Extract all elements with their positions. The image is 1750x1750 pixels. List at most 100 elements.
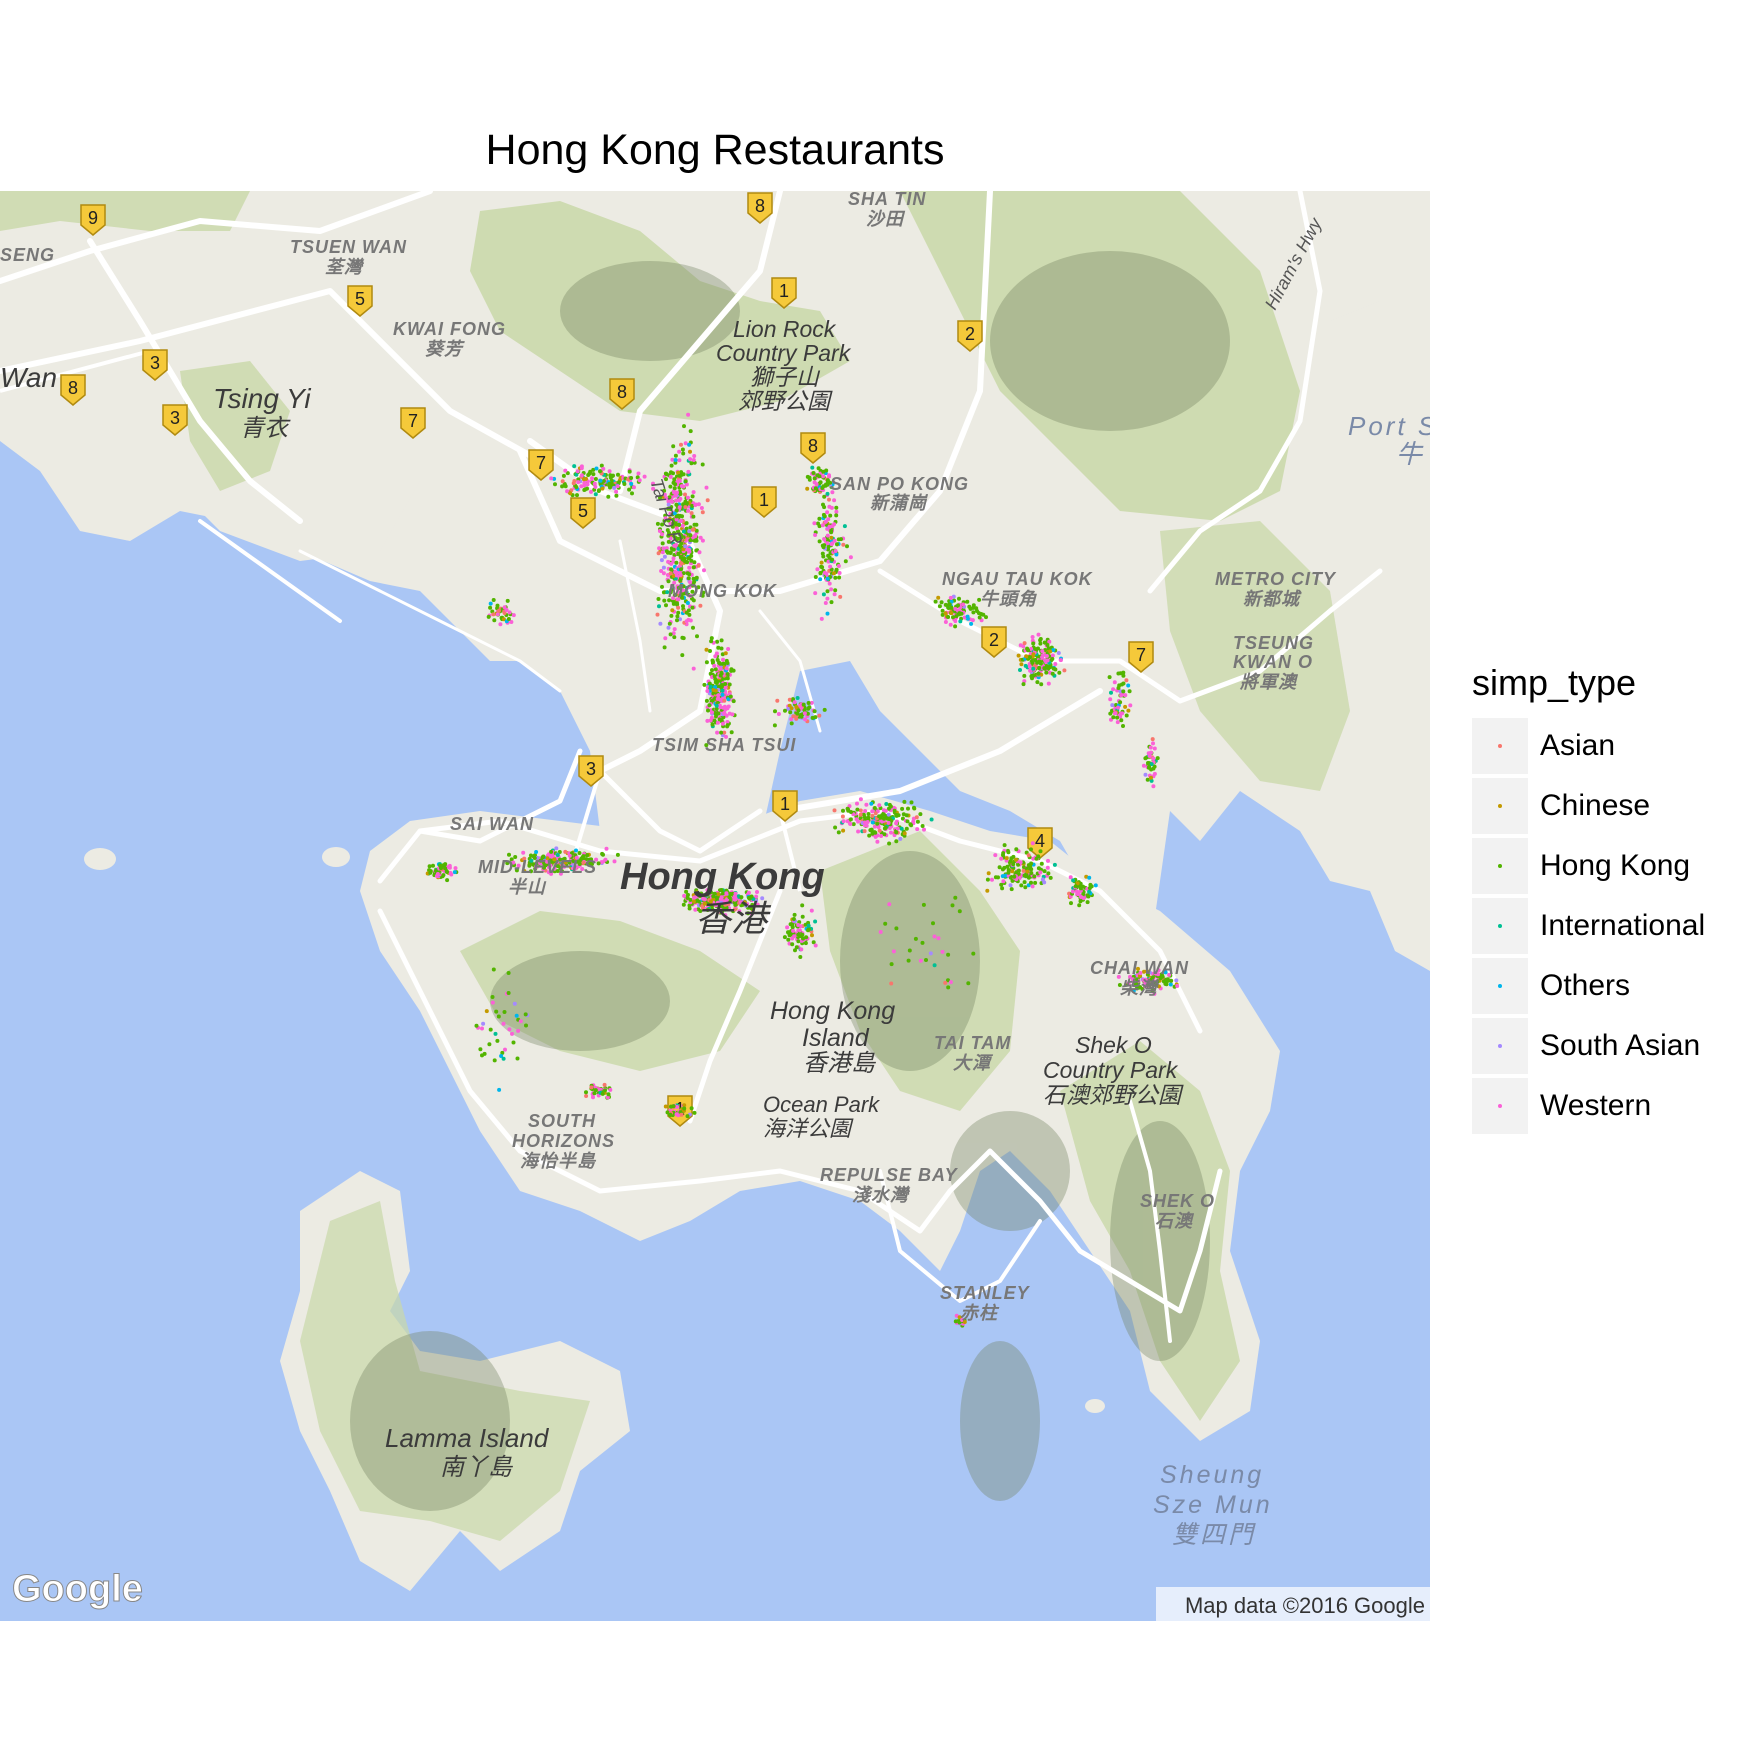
restaurant-point bbox=[951, 594, 956, 599]
restaurant-point bbox=[957, 1320, 962, 1325]
restaurant-point bbox=[698, 535, 703, 540]
restaurant-point bbox=[726, 704, 731, 709]
highway-shield: 4 bbox=[1027, 827, 1053, 859]
restaurant-point bbox=[1150, 988, 1155, 993]
restaurant-point bbox=[729, 730, 734, 735]
shield-number: 5 bbox=[355, 289, 365, 309]
restaurant-point bbox=[590, 476, 594, 481]
restaurant-point bbox=[673, 493, 678, 498]
legend-label: International bbox=[1540, 909, 1706, 942]
restaurant-point bbox=[1042, 869, 1047, 874]
shield-number: 7 bbox=[1136, 645, 1146, 665]
restaurant-point bbox=[818, 480, 823, 485]
map-labels: SHA TIN 沙田 TSUEN WAN 荃灣 SENG KWAI FONG 葵… bbox=[0, 191, 1430, 1549]
label-shek-o-zh: 石澳 bbox=[1155, 1211, 1195, 1231]
restaurant-point bbox=[746, 911, 750, 916]
restaurant-point bbox=[799, 947, 804, 952]
restaurant-point bbox=[670, 583, 675, 588]
restaurant-point bbox=[575, 469, 580, 474]
restaurant-point bbox=[754, 898, 759, 903]
restaurant-point bbox=[717, 703, 722, 708]
restaurant-point bbox=[728, 898, 733, 903]
restaurant-point bbox=[497, 1087, 502, 1092]
restaurant-point bbox=[1036, 632, 1041, 637]
restaurant-point bbox=[898, 836, 903, 841]
label-ocean-park: Ocean Park bbox=[763, 1092, 880, 1117]
restaurant-point bbox=[516, 863, 521, 868]
restaurant-point bbox=[805, 711, 810, 716]
restaurant-point bbox=[826, 553, 831, 558]
restaurant-point bbox=[447, 863, 452, 868]
restaurant-point bbox=[840, 814, 845, 819]
restaurant-point bbox=[1056, 651, 1061, 655]
restaurant-point bbox=[493, 1031, 498, 1036]
restaurant-point bbox=[673, 453, 678, 458]
restaurant-point bbox=[1021, 682, 1026, 687]
restaurant-point bbox=[953, 895, 958, 900]
restaurant-point bbox=[558, 857, 562, 862]
restaurant-point bbox=[600, 1091, 605, 1096]
restaurant-point bbox=[651, 486, 656, 491]
restaurant-point bbox=[681, 636, 686, 641]
label-tseung-kwan-o-2: KWAN O bbox=[1233, 652, 1313, 672]
restaurant-point bbox=[681, 547, 686, 552]
restaurant-point bbox=[642, 474, 647, 479]
restaurant-point bbox=[773, 709, 777, 714]
shield-shape bbox=[751, 486, 777, 518]
restaurant-point bbox=[713, 903, 718, 908]
restaurant-point bbox=[671, 574, 676, 578]
restaurant-point bbox=[725, 672, 730, 676]
restaurant-point bbox=[716, 892, 721, 897]
restaurant-point bbox=[842, 524, 847, 529]
restaurant-point bbox=[698, 603, 703, 608]
restaurant-point bbox=[585, 482, 590, 487]
restaurant-point bbox=[709, 710, 714, 715]
restaurant-point bbox=[1002, 865, 1007, 870]
restaurant-point bbox=[1008, 859, 1013, 864]
restaurant-point bbox=[666, 502, 671, 507]
restaurant-point bbox=[719, 888, 724, 892]
restaurant-point bbox=[723, 685, 728, 690]
east-headland bbox=[1330, 301, 1430, 611]
restaurant-point bbox=[1062, 668, 1067, 673]
restaurant-point bbox=[826, 544, 831, 549]
shield-shape bbox=[578, 755, 604, 787]
label-tai-tam-zh: 大潭 bbox=[953, 1053, 994, 1073]
label-shek-o-cp-zh: 石澳郊野公園 bbox=[1043, 1082, 1184, 1108]
shield-number: 7 bbox=[408, 411, 418, 431]
map-panel[interactable]: 95812388375871273141 SHA TIN 沙田 TSUEN WA… bbox=[0, 191, 1430, 1621]
restaurant-point bbox=[1153, 983, 1158, 987]
restaurant-point bbox=[664, 496, 669, 501]
legend-dot bbox=[1498, 744, 1502, 748]
restaurant-point bbox=[593, 484, 598, 489]
restaurant-point bbox=[681, 472, 686, 477]
restaurant-point bbox=[813, 591, 818, 596]
restaurant-point bbox=[1030, 884, 1035, 889]
restaurant-point bbox=[579, 856, 584, 861]
legend-item-chinese: Chinese bbox=[1472, 776, 1742, 836]
restaurant-point bbox=[723, 902, 728, 907]
restaurant-point bbox=[792, 912, 797, 917]
label-lamma-island: Lamma Island bbox=[385, 1423, 550, 1453]
restaurant-point bbox=[948, 595, 953, 600]
legend-item-international: International bbox=[1472, 896, 1742, 956]
restaurant-point bbox=[725, 661, 730, 665]
restaurant-point bbox=[601, 466, 606, 471]
restaurant-point bbox=[684, 526, 689, 531]
label-ocean-park-zh: 海洋公園 bbox=[763, 1116, 854, 1141]
restaurant-point bbox=[662, 645, 667, 650]
park-area bbox=[300, 1201, 590, 1541]
legend-key bbox=[1472, 718, 1528, 774]
legend-dot bbox=[1498, 924, 1502, 928]
map-canvas[interactable]: 95812388375871273141 SHA TIN 沙田 TSUEN WA… bbox=[0, 191, 1430, 1621]
restaurant-point bbox=[813, 919, 818, 924]
restaurant-point bbox=[672, 490, 676, 495]
restaurant-point bbox=[1149, 775, 1153, 780]
restaurant-point bbox=[943, 611, 948, 616]
restaurant-point bbox=[920, 824, 925, 828]
restaurant-point bbox=[895, 826, 900, 831]
restaurant-point bbox=[661, 571, 666, 576]
restaurant-point bbox=[684, 482, 689, 487]
restaurant-point bbox=[603, 857, 608, 862]
shield-shape bbox=[347, 285, 373, 317]
